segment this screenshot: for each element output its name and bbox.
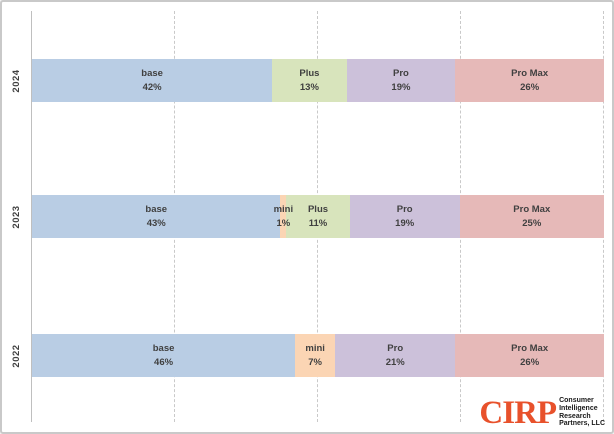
segment-value: 26% [520, 356, 540, 368]
segment-pro: Pro 19% [346, 59, 456, 102]
segment-name: Pro Max [511, 343, 549, 355]
logo-line: Research [559, 412, 591, 420]
segment-mini: mini 7% [295, 334, 336, 377]
segment-name: Pro Max [513, 204, 551, 216]
segment-value: 43% [146, 217, 166, 229]
segment-name: Pro Max [511, 68, 549, 80]
segment-name: base [145, 204, 168, 216]
logo-line: Intelligence [559, 404, 598, 412]
segment-pro: Pro 21% [335, 334, 456, 377]
segment-value: 11% [308, 217, 328, 229]
segment-label: Plus 13% [299, 67, 319, 94]
y-axis-label-2024: 2024 [11, 68, 22, 93]
segment-name: Plus [307, 204, 329, 216]
segment-base: base 46% [32, 334, 296, 377]
plot-area: base 42% Plus 13% Pro 19% Pro Max 26% base 43% min… [31, 11, 605, 422]
segment-label: Pro Max 26% [511, 67, 548, 94]
segment-pro: Pro 19% [349, 195, 460, 238]
segment-value: 7% [308, 356, 322, 368]
segment-label: base 46% [153, 342, 175, 369]
segment-value: 46% [154, 356, 174, 368]
segment-plus: Plus 11% [286, 195, 350, 238]
segment-name: mini [273, 204, 294, 216]
segment-base: base 43% [32, 195, 281, 238]
segment-pro-max: Pro Max 26% [455, 334, 605, 377]
segment-label: base 42% [141, 67, 163, 94]
logo-line: Consumer [559, 397, 594, 405]
segment-mini: mini 1% [274, 195, 293, 238]
segment-value: 13% [299, 81, 319, 93]
segment-value: 26% [520, 81, 540, 93]
segment-label: Pro 19% [391, 67, 410, 94]
segment-name: base [141, 68, 163, 80]
segment-value: 21% [385, 356, 405, 368]
segment-base: base 42% [32, 59, 273, 102]
segment-label: Pro Max 26% [511, 342, 548, 369]
segment-name: Pro [396, 204, 413, 216]
segment-name: Pro [387, 343, 404, 355]
bar-2023: base 43% mini 1% Plus 11% Pro 19% Pro Max 25% [32, 195, 604, 238]
segment-value: 25% [522, 217, 542, 229]
segment-value: 42% [142, 81, 162, 93]
cirp-logo-text: CIRP [479, 394, 557, 431]
segment-plus: Plus 13% [272, 59, 347, 102]
segment-label: Pro Max 25% [513, 203, 550, 230]
segment-name: base [152, 343, 175, 355]
bar-2022: base 46% mini 7% Pro 21% Pro Max 26% [32, 334, 605, 377]
segment-label: Pro 21% [386, 342, 405, 369]
segment-label: mini 7% [305, 342, 325, 369]
cirp-logo-company-name: Consumer Intelligence Research Partners,… [559, 397, 605, 428]
bar-2024: base 42% Plus 13% Pro 19% Pro Max 26% [32, 59, 604, 102]
segment-name: Pro [393, 68, 409, 80]
segment-pro-max: Pro Max 26% [455, 59, 604, 102]
logo-line: Partners, LLC [559, 420, 605, 428]
segment-value: 19% [395, 217, 415, 229]
segment-label: mini 1% [274, 203, 294, 230]
segment-name: mini [305, 343, 325, 355]
segment-name: Plus [299, 68, 320, 80]
y-axis-label-2022: 2022 [11, 343, 22, 368]
cirp-logo: CIRP Consumer Intelligence Research Part… [479, 394, 605, 431]
segment-label: Pro 19% [395, 203, 414, 230]
segment-label: base 43% [145, 203, 167, 230]
segment-label: Plus 11% [308, 203, 328, 230]
segment-value: 19% [391, 81, 411, 93]
y-axis-label-2023: 2023 [11, 204, 22, 229]
segment-pro-max: Pro Max 25% [459, 195, 604, 238]
segment-value: 1% [276, 217, 291, 229]
